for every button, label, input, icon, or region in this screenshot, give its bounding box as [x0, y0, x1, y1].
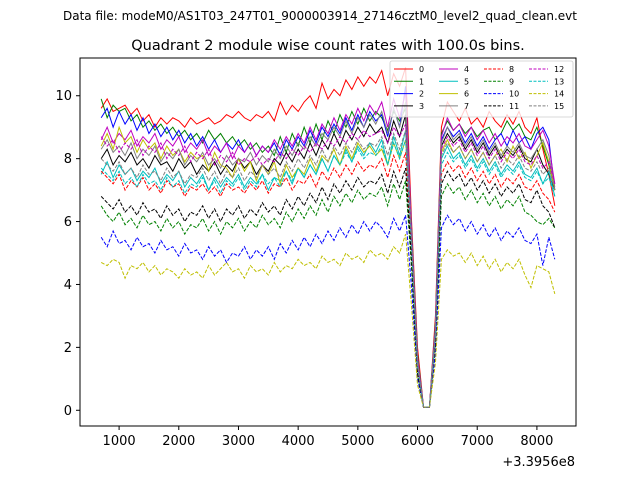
y-tick-label: 4: [64, 278, 72, 293]
y-tick-label: 10: [55, 89, 72, 104]
x-tick-label: 8000: [520, 434, 553, 449]
series-line-10: [100, 214, 556, 408]
suptitle: Data file: modeM0/AS1T03_247T01_90000039…: [63, 9, 577, 23]
legend-label-7: 7: [464, 102, 469, 111]
series-line-9: [100, 180, 556, 408]
series-line-11: [100, 167, 556, 408]
x-tick-label: 3000: [222, 434, 255, 449]
chart-title: Quadrant 2 module wise count rates with …: [131, 38, 525, 54]
legend-label-10: 10: [509, 90, 519, 99]
legend-label-13: 13: [554, 77, 564, 86]
series-line-14: [100, 233, 556, 408]
axis-ticks: 1000 2000 3000 4000 5000 6000 7000 8000 0 2 4 6 8 10: [55, 89, 553, 449]
legend-frame: [389, 60, 574, 118]
legend-label-4: 4: [464, 65, 469, 74]
axes-frame: [79, 57, 577, 427]
series-line-4: [100, 92, 556, 408]
legend-label-9: 9: [509, 77, 514, 86]
x-tick-label: 6000: [401, 434, 434, 449]
legend-label-0: 0: [419, 65, 424, 74]
x-tick-label: 4000: [282, 434, 315, 449]
legend-label-1: 1: [419, 77, 424, 86]
legend-label-15: 15: [554, 102, 564, 111]
series-line-3: [100, 114, 556, 408]
y-tick-label: 6: [64, 215, 72, 230]
x-tick-label: 2000: [162, 434, 195, 449]
legend-label-11: 11: [509, 102, 519, 111]
series-line-13: [100, 139, 556, 408]
legend-label-2: 2: [419, 90, 424, 99]
legend-label-12: 12: [554, 65, 564, 74]
legend-label-5: 5: [464, 77, 469, 86]
x-tick-label: 1000: [103, 434, 136, 449]
series-line-15: [100, 130, 556, 408]
series-line-0: [100, 67, 556, 408]
series-line-12: [100, 123, 556, 408]
x-tick-label: 7000: [461, 434, 494, 449]
y-tick-label: 2: [64, 341, 72, 356]
legend-label-3: 3: [419, 102, 424, 111]
x-offset-label: +3.3956e8: [502, 455, 575, 470]
legend-label-14: 14: [554, 90, 564, 99]
y-tick-label: 0: [64, 404, 72, 419]
x-tick-label: 5000: [341, 434, 374, 449]
legend-label-6: 6: [464, 90, 469, 99]
series-line-2: [100, 86, 556, 408]
y-tick-label: 8: [64, 152, 72, 167]
plot-area: [100, 67, 556, 408]
legend-label-8: 8: [509, 65, 514, 74]
